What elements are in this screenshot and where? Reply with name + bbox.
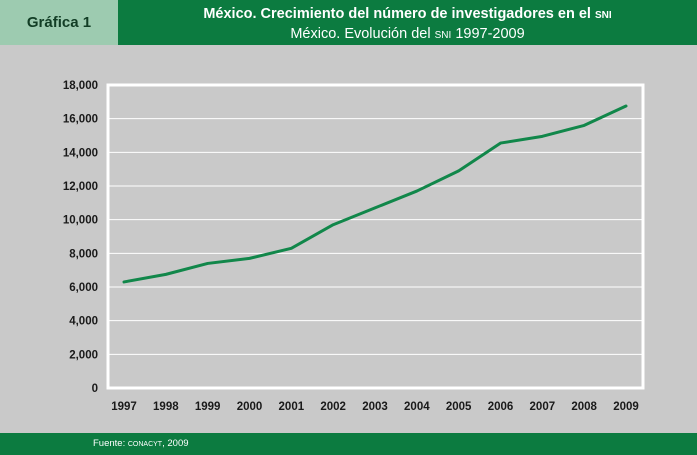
data-point <box>499 141 502 145</box>
x-tick-label: 2002 <box>320 401 346 413</box>
data-point <box>122 280 126 284</box>
x-tick-label: 2008 <box>571 401 597 413</box>
x-tick-label: 2003 <box>362 401 388 413</box>
data-point <box>164 273 168 276</box>
y-tick-label: 10,000 <box>63 215 98 227</box>
data-point <box>541 135 544 138</box>
subtitle-acronym: SNI <box>434 30 452 41</box>
x-tick-label: 2001 <box>279 401 305 413</box>
x-tick-label: 2007 <box>530 401 556 413</box>
plot-frame <box>106 83 645 390</box>
x-tick-label: 2009 <box>613 401 639 413</box>
data-point <box>624 104 628 108</box>
y-tick-label: 16,000 <box>63 114 98 126</box>
data-point <box>582 124 586 127</box>
source-year: , 2009 <box>162 438 189 449</box>
chart-title: México. Crecimiento del número de invest… <box>118 5 697 25</box>
x-tick-label: 1999 <box>195 401 221 413</box>
x-tick-label: 1998 <box>153 401 179 413</box>
data-point <box>373 206 377 210</box>
x-tick-label: 2000 <box>237 401 263 413</box>
y-tick-label: 2,000 <box>69 349 98 361</box>
line-chart: 0 2,000 4,000 6,000 8,000 10,000 12,000 14,000 1… <box>63 80 645 413</box>
y-tick-label: 18,000 <box>63 80 98 92</box>
subtitle-years: 1997-2009 <box>455 26 525 42</box>
y-tick-label: 6,000 <box>69 282 98 294</box>
chart-subtitle: México. Evolución del SNI 1997-2009 <box>118 25 697 45</box>
y-tick-label: 12,000 <box>63 181 98 193</box>
title-banner: México. Crecimiento del número de invest… <box>118 0 697 45</box>
y-tick-label: 8,000 <box>69 248 98 260</box>
x-tick-label: 1997 <box>111 401 137 413</box>
x-tick-label: 2005 <box>446 401 472 413</box>
data-point <box>415 189 419 193</box>
y-tick-label: 4,000 <box>69 316 98 328</box>
title-main: México. Crecimiento del número de invest… <box>203 6 591 22</box>
data-point <box>331 223 335 226</box>
source-org: CONACYT <box>127 441 163 448</box>
source-footer: Fuente: CONACYT, 2009 <box>0 433 697 455</box>
x-tick-label: 2004 <box>404 401 430 413</box>
x-tick-label: 2006 <box>488 401 514 413</box>
y-tick-label: 14,000 <box>63 147 98 159</box>
data-point <box>290 247 293 250</box>
chart-header: Gráfica 1 México. Crecimiento del número… <box>0 0 697 45</box>
source-note: Fuente: CONACYT, 2009 <box>93 438 189 449</box>
data-point <box>248 257 251 260</box>
data-point <box>457 169 460 173</box>
subtitle-pre: México. Evolución del <box>290 26 431 42</box>
figure-label: Gráfica 1 <box>0 0 118 45</box>
title-acronym: SNI <box>594 10 612 21</box>
source-prefix: Fuente: <box>93 438 126 449</box>
data-point <box>206 262 209 265</box>
y-tick-label: 0 <box>92 383 98 395</box>
